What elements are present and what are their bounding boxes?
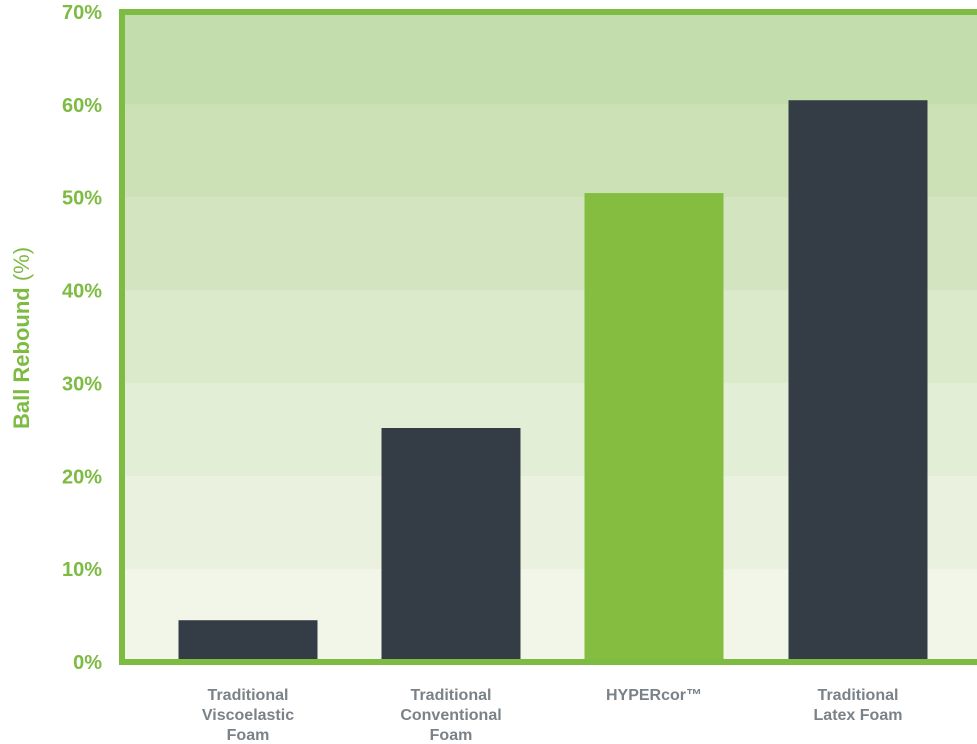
y-axis-label: Ball Rebound (%) <box>9 247 34 429</box>
y-axis-ticks: 0% 10% 20% 30% 40% 50% 60% 70% <box>62 2 102 674</box>
y-axis-label-bold: Ball Rebound <box>9 287 34 429</box>
x-axis-categories: Traditional Viscoelastic Foam Traditional Co… <box>202 687 903 744</box>
y-tick-label: 20% <box>62 466 102 488</box>
category-label: Traditional Latex Foam <box>814 687 903 724</box>
bars <box>178 100 928 663</box>
bar <box>584 193 724 663</box>
category-label-line: Traditional <box>411 687 492 704</box>
plot-frame <box>119 9 977 665</box>
category-label-line: Conventional <box>400 707 501 724</box>
bar <box>788 100 928 662</box>
category-label-line: Traditional <box>208 687 289 704</box>
y-tick-label: 60% <box>62 95 102 117</box>
category-label-line: Traditional <box>818 687 899 704</box>
y-tick-label: 30% <box>62 373 102 395</box>
y-tick-label: 70% <box>62 2 102 24</box>
category-label-line: Foam <box>430 727 473 744</box>
y-tick-label: 10% <box>62 559 102 581</box>
y-tick-label: 0% <box>73 652 102 674</box>
category-label: Traditional Viscoelastic Foam <box>202 687 294 744</box>
background-band <box>122 12 977 105</box>
category-label-line: HYPERcor™ <box>606 687 702 704</box>
y-axis-label-unit: (%) <box>9 247 34 287</box>
bar <box>381 428 521 662</box>
category-label: Traditional Conventional Foam <box>400 687 501 744</box>
category-label-line: Latex Foam <box>814 707 903 724</box>
y-tick-label: 50% <box>62 188 102 210</box>
y-tick-label: 40% <box>62 281 102 303</box>
category-label-line: Foam <box>227 727 270 744</box>
category-label: HYPERcor™ <box>606 687 702 704</box>
bar <box>178 620 318 662</box>
category-label-line: Viscoelastic <box>202 707 294 724</box>
